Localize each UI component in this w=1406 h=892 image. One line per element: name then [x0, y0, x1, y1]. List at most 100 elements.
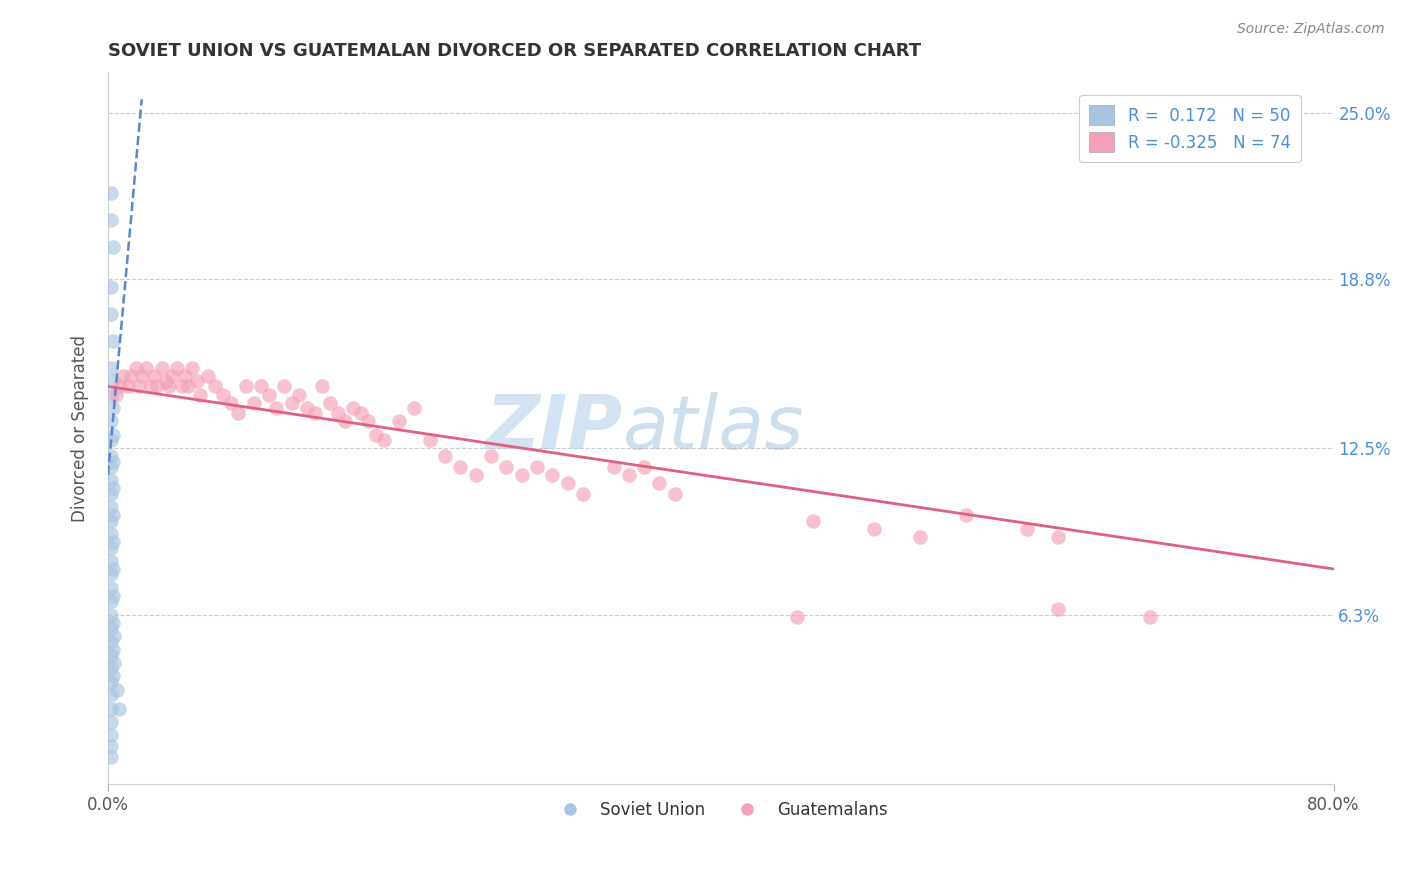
Point — [100, 387, 122, 401]
Point — [955, 508, 977, 523]
Point — [101, 401, 124, 415]
Point — [335, 414, 357, 428]
Point — [124, 360, 146, 375]
Point — [342, 401, 364, 415]
Point — [304, 406, 326, 420]
Point — [101, 562, 124, 576]
Point — [101, 482, 124, 496]
Point — [311, 379, 333, 393]
Point — [617, 468, 640, 483]
Point — [150, 360, 173, 375]
Point — [100, 433, 122, 447]
Point — [100, 728, 122, 742]
Point — [357, 414, 380, 428]
Point — [103, 629, 125, 643]
Point — [801, 514, 824, 528]
Point — [173, 368, 195, 383]
Point — [281, 395, 304, 409]
Point — [350, 406, 373, 420]
Point — [104, 387, 127, 401]
Point — [786, 610, 808, 624]
Point — [464, 468, 486, 483]
Point — [101, 642, 124, 657]
Point — [100, 307, 122, 321]
Legend: Soviet Union, Guatemalans: Soviet Union, Guatemalans — [547, 794, 894, 825]
Point — [100, 213, 122, 227]
Point — [100, 460, 122, 475]
Point — [100, 414, 122, 428]
Text: ZIP: ZIP — [485, 392, 623, 465]
Point — [100, 474, 122, 488]
Point — [120, 368, 142, 383]
Point — [128, 379, 150, 393]
Point — [1046, 602, 1069, 616]
Point — [181, 360, 204, 375]
Point — [100, 554, 122, 568]
Point — [101, 508, 124, 523]
Point — [295, 401, 318, 415]
Point — [495, 460, 517, 475]
Point — [1046, 530, 1069, 544]
Point — [101, 427, 124, 442]
Point — [100, 674, 122, 689]
Text: Source: ZipAtlas.com: Source: ZipAtlas.com — [1237, 22, 1385, 37]
Point — [449, 460, 471, 475]
Point — [100, 581, 122, 595]
Point — [146, 379, 169, 393]
Point — [142, 368, 165, 383]
Point — [242, 395, 264, 409]
Point — [100, 634, 122, 648]
Point — [197, 368, 219, 383]
Point — [326, 406, 349, 420]
Point — [373, 433, 395, 447]
Point — [319, 395, 342, 409]
Text: atlas: atlas — [623, 392, 804, 464]
Text: SOVIET UNION VS GUATEMALAN DIVORCED OR SEPARATED CORRELATION CHART: SOVIET UNION VS GUATEMALAN DIVORCED OR S… — [108, 42, 921, 60]
Point — [100, 688, 122, 702]
Point — [170, 379, 193, 393]
Point — [103, 656, 125, 670]
Point — [602, 460, 624, 475]
Point — [107, 701, 129, 715]
Point — [100, 360, 122, 375]
Point — [155, 374, 177, 388]
Point — [162, 368, 184, 383]
Point — [100, 661, 122, 675]
Point — [404, 401, 426, 415]
Point — [664, 487, 686, 501]
Point — [105, 682, 128, 697]
Point — [101, 615, 124, 630]
Point — [100, 514, 122, 528]
Point — [212, 387, 235, 401]
Point — [100, 567, 122, 582]
Point — [100, 607, 122, 622]
Point — [863, 522, 886, 536]
Point — [434, 450, 457, 464]
Point — [101, 455, 124, 469]
Point — [572, 487, 595, 501]
Point — [100, 186, 122, 201]
Point — [1017, 522, 1039, 536]
Point — [510, 468, 533, 483]
Point — [101, 374, 124, 388]
Point — [100, 714, 122, 729]
Y-axis label: Divorced or Separated: Divorced or Separated — [72, 334, 89, 522]
Point — [101, 535, 124, 549]
Point — [1139, 610, 1161, 624]
Point — [157, 379, 180, 393]
Point — [100, 739, 122, 753]
Point — [100, 621, 122, 635]
Point — [101, 669, 124, 683]
Point — [135, 360, 157, 375]
Point — [288, 387, 311, 401]
Point — [100, 450, 122, 464]
Point — [131, 368, 153, 383]
Point — [101, 334, 124, 348]
Point — [908, 530, 931, 544]
Point — [633, 460, 655, 475]
Point — [139, 379, 162, 393]
Point — [526, 460, 548, 475]
Point — [388, 414, 411, 428]
Point — [273, 379, 295, 393]
Point — [648, 476, 671, 491]
